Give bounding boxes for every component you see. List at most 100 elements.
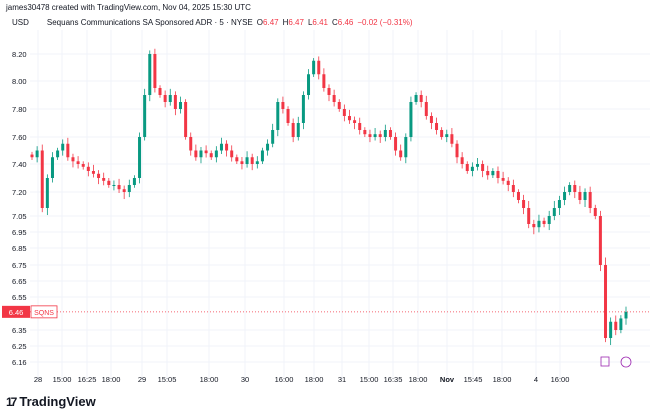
y-tick-label: 6.55 bbox=[12, 293, 27, 302]
candle-body bbox=[445, 134, 449, 137]
y-tick-label: 6.25 bbox=[12, 342, 27, 351]
y-tick-label: 6.75 bbox=[12, 261, 27, 270]
candle-body bbox=[363, 130, 367, 135]
close-label: C bbox=[331, 18, 338, 27]
candle-body bbox=[404, 137, 408, 158]
open-value: 6.47 bbox=[263, 18, 279, 27]
candle-body bbox=[76, 161, 80, 164]
candle-body bbox=[291, 123, 295, 137]
candle-body bbox=[573, 185, 577, 192]
candle-body bbox=[56, 150, 60, 158]
candle-body bbox=[593, 208, 597, 216]
x-tick-label: 18:00 bbox=[102, 375, 121, 384]
y-tick-label: 8.20 bbox=[12, 50, 27, 59]
x-tick-label: 15:00 bbox=[53, 375, 72, 384]
candle-body bbox=[214, 150, 218, 158]
x-tick-label: 15:00 bbox=[360, 375, 379, 384]
candle-body bbox=[50, 157, 54, 178]
candle-body bbox=[204, 150, 208, 154]
candle-body bbox=[260, 150, 264, 162]
x-tick-label: 16:00 bbox=[551, 375, 570, 384]
x-tick-label: 18:00 bbox=[409, 375, 428, 384]
y-tick-label: 7.80 bbox=[12, 105, 27, 114]
candle-body bbox=[604, 265, 608, 338]
candle-body bbox=[394, 137, 398, 151]
candle-body bbox=[557, 200, 561, 208]
candle-body bbox=[71, 157, 75, 162]
candle-body bbox=[419, 95, 423, 102]
candle-body bbox=[184, 102, 188, 137]
candle-body bbox=[132, 178, 136, 185]
candle-body bbox=[271, 130, 275, 144]
low-value: 6.41 bbox=[312, 18, 328, 27]
candle-body bbox=[97, 173, 101, 178]
candle-body bbox=[189, 137, 193, 151]
candle-body bbox=[245, 157, 249, 164]
candle-body bbox=[209, 153, 213, 158]
high-label: H bbox=[282, 18, 289, 27]
candlestick-chart[interactable]: 8.20 8.00 7.80 7.60 7.40 7.20 7.05 6.95 6.85 6.75… bbox=[0, 30, 650, 390]
candle-body bbox=[578, 192, 582, 200]
last-price-label: 6.46 bbox=[9, 308, 24, 317]
candle-body bbox=[153, 54, 157, 88]
candle-body bbox=[450, 134, 454, 144]
candle-body bbox=[158, 88, 162, 95]
candle-body bbox=[388, 130, 392, 137]
candle-body bbox=[45, 178, 49, 208]
candle-body bbox=[199, 150, 203, 158]
candle-body bbox=[527, 208, 531, 224]
candle-body bbox=[179, 102, 182, 109]
candle-body bbox=[312, 60, 316, 75]
candle-body bbox=[250, 157, 254, 164]
candle-body bbox=[342, 109, 346, 116]
candle-body bbox=[486, 171, 490, 176]
x-tick-label: 16:35 bbox=[384, 375, 403, 384]
candle-body bbox=[378, 134, 382, 137]
candle-body bbox=[440, 130, 444, 137]
high-value: 6.47 bbox=[288, 18, 304, 27]
candle-body bbox=[255, 161, 259, 164]
candle-body bbox=[138, 137, 142, 178]
y-tick-label: 6.16 bbox=[12, 358, 27, 367]
symbol-title[interactable]: Sequans Communications SA Sponsored ADR … bbox=[46, 18, 253, 27]
x-tick-label: 28 bbox=[34, 375, 42, 384]
candle-body bbox=[322, 74, 326, 88]
brand-name: TradingView bbox=[19, 394, 96, 409]
candle-body bbox=[225, 143, 229, 151]
last-price-badge bbox=[2, 305, 30, 318]
x-tick-label: 18:00 bbox=[200, 375, 219, 384]
candle-body bbox=[414, 95, 418, 102]
x-tick-label: 15:45 bbox=[464, 375, 483, 384]
candle-body bbox=[127, 185, 131, 192]
candle-body bbox=[373, 134, 377, 137]
candle-body bbox=[317, 60, 321, 75]
candle-body bbox=[353, 120, 357, 123]
change-value: −0.02 (−0.31%) bbox=[357, 18, 413, 27]
candle-body bbox=[112, 185, 116, 186]
candle-body bbox=[460, 157, 464, 164]
candle-body bbox=[347, 116, 351, 121]
candle-body bbox=[143, 95, 147, 137]
candle-body bbox=[424, 102, 428, 116]
y-tick-label: 6.95 bbox=[12, 228, 27, 237]
tradingview-logo[interactable]: 17 TradingView bbox=[6, 394, 96, 409]
candle-body bbox=[368, 134, 372, 137]
y-tick-label: 7.05 bbox=[12, 212, 27, 221]
candle-body bbox=[301, 95, 305, 123]
y-tick-label: 7.20 bbox=[12, 188, 27, 197]
currency-label: USD bbox=[12, 18, 29, 27]
dividend-event-icon bbox=[620, 356, 632, 368]
candle-body bbox=[327, 88, 331, 95]
candle-body bbox=[522, 200, 526, 208]
candle-body bbox=[491, 171, 495, 176]
candle-body bbox=[568, 185, 572, 192]
y-tick-label: 6.35 bbox=[12, 326, 27, 335]
candle-body bbox=[91, 171, 95, 174]
candle-body bbox=[61, 143, 65, 151]
candle-body bbox=[583, 192, 587, 200]
candle-body bbox=[194, 150, 198, 158]
close-value: 6.46 bbox=[337, 18, 354, 27]
candle-body bbox=[501, 178, 505, 181]
x-tick-label: 18:00 bbox=[493, 375, 512, 384]
candle-body bbox=[219, 143, 223, 151]
